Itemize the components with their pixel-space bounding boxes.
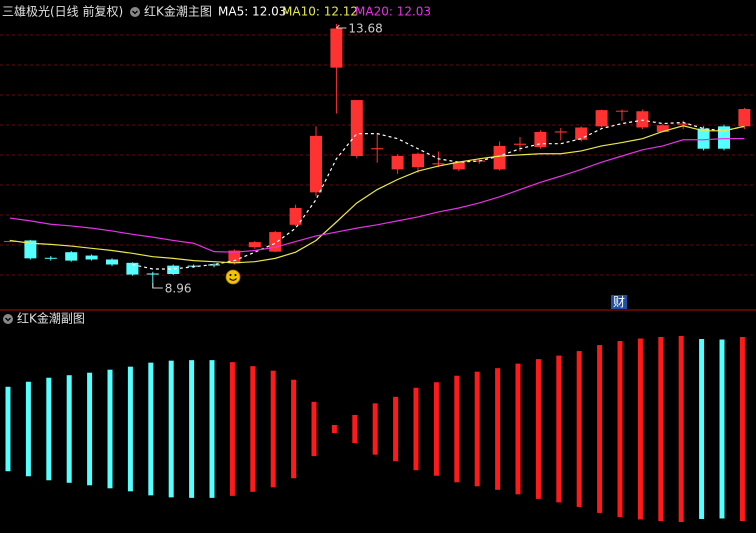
indicator-bar: [209, 360, 215, 498]
indicator-bar: [168, 360, 174, 498]
candle-body: [269, 232, 282, 252]
high-label: 13.68: [348, 22, 382, 36]
indicator-bar: [719, 339, 725, 519]
candle-body: [44, 257, 57, 259]
indicator-bar: [699, 339, 705, 519]
indicator-bar: [331, 424, 337, 434]
indicator-bar: [678, 336, 684, 522]
indicator-bar: [474, 371, 480, 487]
candle-body: [146, 273, 159, 275]
candle-body: [493, 145, 506, 170]
candle-body: [554, 131, 567, 133]
legend-entry: MA20: 12.03: [355, 5, 431, 19]
ma-line: [132, 119, 745, 270]
indicator-bar: [556, 355, 562, 503]
candle-body: [432, 163, 445, 165]
indicator-bar: [189, 360, 195, 498]
indicator-bar: [515, 363, 521, 495]
candle-body: [656, 125, 669, 132]
legend-entry: MA10: 12.12: [282, 5, 358, 19]
indicator-bar: [352, 414, 358, 444]
legend-entry: MA5: 12.03: [218, 5, 286, 19]
candle-body: [126, 262, 139, 275]
indicator-bar: [5, 386, 11, 472]
dropdown-icon[interactable]: [130, 7, 140, 17]
stock-title: 三雄极光(日线 前复权): [2, 4, 123, 19]
candle-body: [514, 143, 526, 145]
sub-panel-title: 红K金潮副图: [17, 311, 85, 326]
ma-line: [9, 125, 745, 264]
candle-body: [636, 111, 649, 128]
candle-body: [473, 160, 486, 162]
candle-body: [616, 110, 628, 112]
indicator-bar: [617, 341, 623, 517]
smile-icon: [225, 269, 241, 285]
candle-body: [187, 265, 200, 267]
candle-body: [534, 131, 547, 148]
grid: [0, 34, 756, 276]
indicator-bar: [535, 359, 541, 499]
marker-text: 财: [613, 295, 625, 309]
candle-body: [289, 208, 302, 225]
indicator-bar: [454, 375, 460, 483]
indicator-bar: [229, 362, 235, 496]
high-pointer: [336, 24, 347, 29]
candle-body: [330, 28, 343, 68]
candle-body: [106, 259, 118, 265]
candle-body: [677, 123, 690, 125]
indicator-bar: [107, 369, 113, 489]
candle-body: [228, 250, 241, 264]
indicator-bar: [25, 381, 31, 477]
indicator-bar: [127, 366, 133, 492]
indicator-bar: [495, 368, 501, 490]
indicator-bar: [413, 387, 419, 471]
candle-body: [4, 241, 16, 243]
candle-body: [371, 148, 384, 150]
candle-body: [65, 252, 78, 261]
candle-body: [718, 126, 730, 149]
candle-body: [350, 100, 363, 156]
candle-body: [738, 109, 751, 127]
main-panel-title: 红K金潮主图: [144, 4, 212, 19]
candle-body: [697, 128, 710, 149]
indicator-bar: [270, 370, 276, 488]
low-pointer: [152, 283, 163, 289]
candle-body: [452, 162, 465, 170]
indicator-bar: [637, 338, 643, 520]
low-label: 8.96: [165, 282, 192, 296]
indicator-bar: [66, 375, 72, 483]
dropdown-icon[interactable]: [3, 314, 13, 324]
indicator-bar: [433, 382, 439, 476]
candle-body: [24, 240, 37, 259]
indicator-bar: [372, 403, 378, 455]
finance-marker[interactable]: 财: [611, 295, 627, 309]
indicator-bar: [597, 345, 603, 513]
indicator-bar: [250, 366, 256, 492]
indicator-bar: [311, 401, 317, 457]
candle-body: [85, 255, 98, 260]
indicator-bar: [658, 337, 664, 521]
indicator-bar: [393, 396, 399, 462]
candle-body: [167, 265, 180, 275]
ma-line: [9, 138, 745, 253]
indicator-bar: [148, 362, 154, 496]
candle-body: [248, 242, 261, 248]
candle-body: [595, 110, 608, 127]
candle-body: [412, 153, 424, 168]
indicator-bar: [87, 372, 93, 486]
indicator-bar: [576, 351, 582, 507]
candle-body: [208, 264, 220, 266]
candle-body: [575, 127, 588, 140]
indicator-bar: [291, 379, 297, 479]
indicator-bar: [739, 337, 745, 521]
candle-body: [310, 135, 322, 193]
indicator-bar: [46, 377, 52, 481]
candle-body: [391, 156, 404, 170]
